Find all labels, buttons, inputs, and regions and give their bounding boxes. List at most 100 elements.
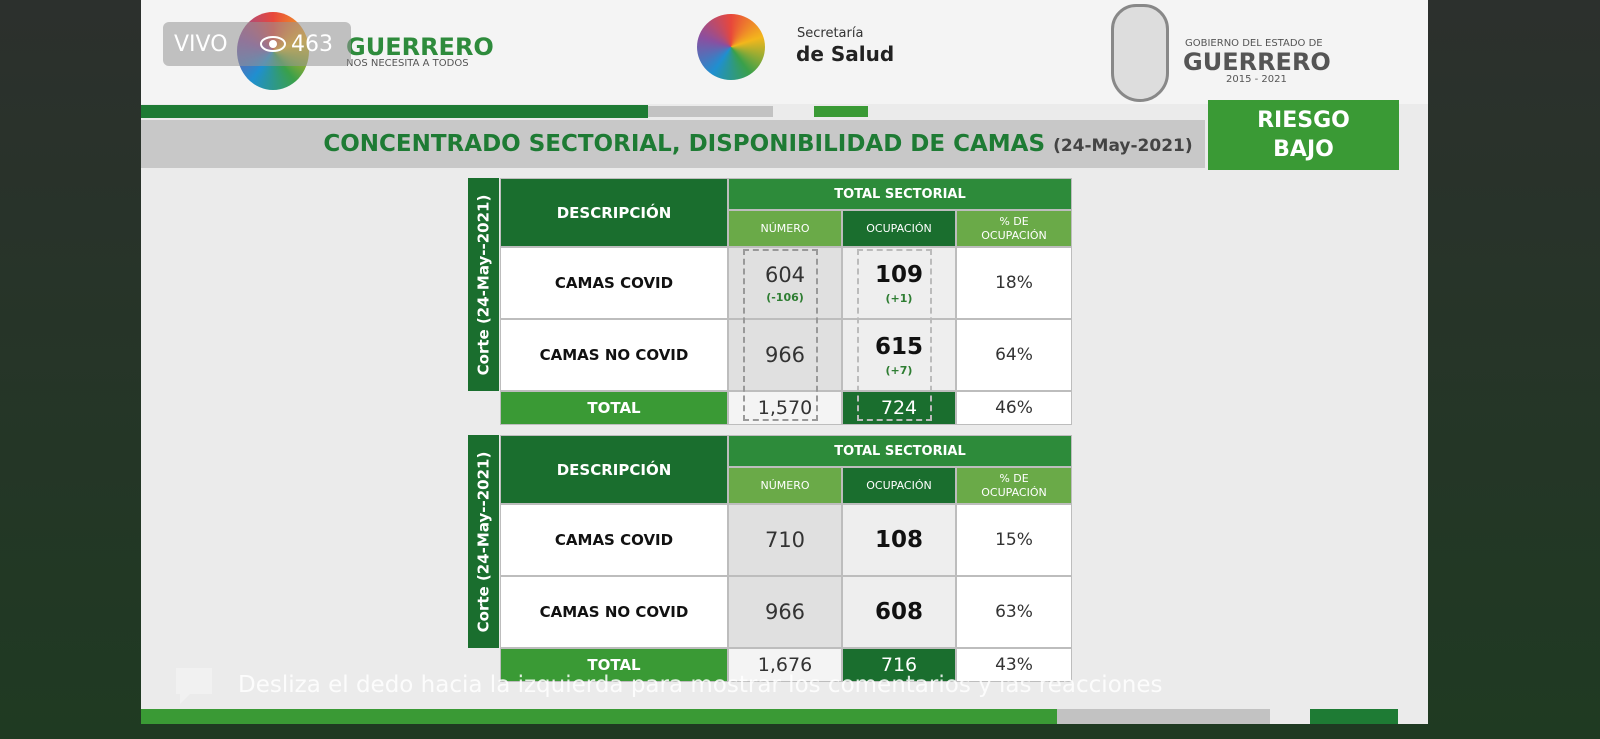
comment-hint: Desliza el dedo hacia la izquierda para … xyxy=(238,672,1163,698)
risk-text: BAJO xyxy=(1273,137,1334,162)
deco-bar xyxy=(141,709,1057,724)
viewer-count: 463 xyxy=(291,32,333,57)
ocupacion-cell: 108 xyxy=(842,504,956,576)
eye-icon xyxy=(260,36,286,52)
ocupacion-cell: 615 (+7) xyxy=(842,319,956,391)
title: CONCENTRADO SECTORIAL, DISPONIBILIDAD DE… xyxy=(323,131,1046,157)
numero-cell: 604 (-106) xyxy=(728,247,842,319)
row-label-cell: CAMAS COVID xyxy=(500,247,728,319)
numero-change: (-106) xyxy=(766,290,804,304)
header-cell: DESCRIPCIÓN xyxy=(500,178,728,247)
row-label: CAMAS COVID xyxy=(554,274,674,292)
header-text: NÚMERO xyxy=(760,221,810,235)
side-label: Corte (24-May--2021) xyxy=(468,178,499,391)
total-porcentaje-cell: 43% xyxy=(956,648,1072,682)
risk-badge: RIESGO BAJO xyxy=(1208,100,1399,170)
header-cell: NÚMERO xyxy=(728,210,842,247)
total-ocupacion: 724 xyxy=(880,397,918,419)
total-porcentaje: 43% xyxy=(995,655,1033,675)
numero-cell: 966 xyxy=(728,319,842,391)
header-cell: NÚMERO xyxy=(728,467,842,504)
numero-value: 604 xyxy=(764,262,806,287)
total-ocupacion: 716 xyxy=(880,654,918,676)
header-cell: % DE OCUPACIÓN xyxy=(956,210,1072,247)
header-text: NÚMERO xyxy=(760,478,810,492)
ocupacion-value: 108 xyxy=(874,527,923,553)
logo-text: de Salud xyxy=(796,42,895,66)
numero-cell: 710 xyxy=(728,504,842,576)
header-text: TOTAL SECTORIAL xyxy=(834,186,966,202)
total-numero: 1,676 xyxy=(757,654,813,676)
deco-bar xyxy=(141,105,648,118)
porcentaje-value: 63% xyxy=(995,602,1033,622)
porcentaje-cell: 63% xyxy=(956,576,1072,648)
total-label: TOTAL xyxy=(587,399,641,417)
header-band xyxy=(141,0,1428,104)
header-cell: % DE OCUPACIÓN xyxy=(956,467,1072,504)
ocupacion-value: 615 xyxy=(874,333,923,360)
porcentaje-cell: 15% xyxy=(956,504,1072,576)
row-label-cell: CAMAS NO COVID xyxy=(500,576,728,648)
numero-value: 966 xyxy=(764,343,806,367)
logo-tagline: NOS NECESITA A TODOS xyxy=(346,58,469,69)
numero-value: 710 xyxy=(764,528,806,552)
header-cell: TOTAL SECTORIAL xyxy=(728,178,1072,210)
total-numero-cell: 1,676 xyxy=(728,648,842,682)
porcentaje-cell: 64% xyxy=(956,319,1072,391)
total-label-cell: TOTAL xyxy=(500,648,728,682)
ocupacion-change: (+1) xyxy=(885,291,913,305)
header-cell: OCUPACIÓN xyxy=(842,467,956,504)
header-cell: TOTAL SECTORIAL xyxy=(728,435,1072,467)
deco-bar xyxy=(1310,709,1398,724)
numero-value: 966 xyxy=(764,600,806,624)
header-text: TOTAL SECTORIAL xyxy=(834,443,966,459)
header-text: OCUPACIÓN xyxy=(866,478,932,492)
row-label: CAMAS NO COVID xyxy=(539,346,689,364)
side-label-text: Corte (24-May--2021) xyxy=(474,451,493,632)
total-numero: 1,570 xyxy=(757,397,813,419)
side-label: Corte (24-May--2021) xyxy=(468,435,499,648)
total-label: TOTAL xyxy=(587,656,641,674)
header-cell: OCUPACIÓN xyxy=(842,210,956,247)
deco-bar xyxy=(648,106,773,117)
porcentaje-value: 15% xyxy=(995,530,1033,550)
highlight-box xyxy=(857,249,932,421)
live-overlay: VIVO 463 xyxy=(163,22,351,66)
logo-text: GUERRERO xyxy=(1183,48,1331,76)
logo-text: Secretaría xyxy=(797,26,864,41)
logo-text: GOBIERNO DEL ESTADO DE xyxy=(1185,38,1323,49)
porcentaje-cell: 18% xyxy=(956,247,1072,319)
row-label: CAMAS NO COVID xyxy=(539,603,689,621)
total-porcentaje-cell: 46% xyxy=(956,391,1072,425)
ocupacion-change: (+7) xyxy=(885,363,913,377)
header-text: DESCRIPCIÓN xyxy=(556,203,672,222)
live-badge: VIVO xyxy=(174,32,228,57)
crest-icon xyxy=(1111,4,1169,102)
ocupacion-cell: 608 xyxy=(842,576,956,648)
row-label-cell: CAMAS NO COVID xyxy=(500,319,728,391)
porcentaje-value: 64% xyxy=(995,345,1033,365)
ocupacion-value: 109 xyxy=(874,261,923,288)
numero-cell: 966 xyxy=(728,576,842,648)
deco-bar xyxy=(1057,709,1270,724)
logo-icon xyxy=(697,14,765,80)
header-text: OCUPACIÓN xyxy=(866,221,932,235)
row-label: CAMAS COVID xyxy=(554,531,674,549)
row-label-cell: CAMAS COVID xyxy=(500,504,728,576)
porcentaje-value: 18% xyxy=(995,273,1033,293)
total-porcentaje: 46% xyxy=(995,398,1033,418)
header-text: % DE OCUPACIÓN xyxy=(981,214,1047,242)
total-label-cell: TOTAL xyxy=(500,391,728,425)
header-cell: DESCRIPCIÓN xyxy=(500,435,728,504)
header-text: % DE OCUPACIÓN xyxy=(981,471,1047,499)
highlight-box xyxy=(743,249,818,421)
risk-text: RIESGO xyxy=(1257,108,1350,133)
logo-name: GUERRERO xyxy=(346,33,494,61)
total-ocupacion-cell: 716 xyxy=(842,648,956,682)
side-label-text: Corte (24-May--2021) xyxy=(474,194,493,375)
title-date: (24-May-2021) xyxy=(1053,136,1193,156)
ocupacion-value: 608 xyxy=(874,599,923,625)
ocupacion-cell: 109 (+1) xyxy=(842,247,956,319)
comment-icon[interactable] xyxy=(172,664,216,706)
